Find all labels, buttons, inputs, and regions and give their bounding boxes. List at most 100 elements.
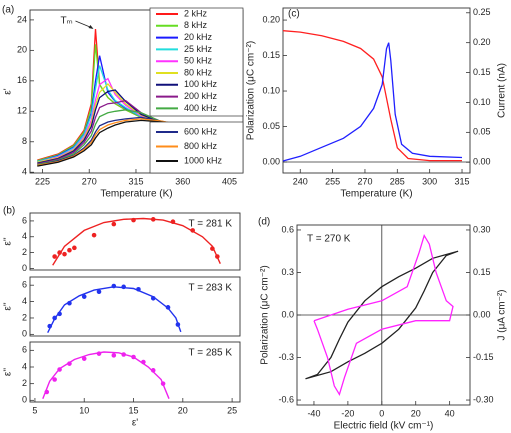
annotation: T = 270 K xyxy=(307,234,351,245)
y-tick-label: 4 xyxy=(22,167,27,177)
series-line xyxy=(305,250,459,380)
data-point xyxy=(47,323,53,329)
y-axis-label: ε'' xyxy=(3,368,14,376)
panel-label: (c) xyxy=(288,9,300,20)
series-line xyxy=(313,234,454,396)
x-tick-label: 270 xyxy=(82,176,97,186)
y-tick-label: 4 xyxy=(22,296,27,306)
x-axis-label: ε' xyxy=(132,418,138,429)
x-tick-label: 300 xyxy=(422,176,437,186)
x-tick-label: -20 xyxy=(341,408,354,418)
y2-tick-label: 0.05 xyxy=(473,127,491,137)
y-axis-label: Polarization (μC cm⁻²) xyxy=(260,265,271,364)
y-tick-label: 0.15 xyxy=(262,50,280,60)
x-tick-label: -40 xyxy=(307,408,320,418)
x-tick-label: 225 xyxy=(35,176,50,186)
series-line xyxy=(282,42,463,162)
x-tick-label: 25 xyxy=(227,405,237,415)
y-tick-label: 2 xyxy=(22,312,27,322)
data-point xyxy=(96,289,102,295)
fit-line xyxy=(52,217,221,266)
y-tick-label: 0.05 xyxy=(262,121,280,131)
y-tick-label: 0.3 xyxy=(281,267,294,277)
x-tick-label: 315 xyxy=(128,176,143,186)
y-tick-label: 0.20 xyxy=(262,14,280,24)
y-tick-label: 2 xyxy=(22,378,27,388)
x-tick-label: 20 xyxy=(411,408,421,418)
x-tick-label: 20 xyxy=(178,405,188,415)
y-tick-label: 0.0 xyxy=(281,309,294,319)
x-tick-label: 270 xyxy=(357,176,372,186)
plot-frame xyxy=(29,276,241,337)
data-point xyxy=(72,245,77,251)
legend-label: 800 kHz xyxy=(184,141,218,151)
data-point xyxy=(190,228,195,233)
data-point xyxy=(121,284,126,290)
y2-tick-label: -0.15 xyxy=(473,352,494,362)
annotation: T = 285 K xyxy=(189,348,233,359)
data-point xyxy=(175,322,181,327)
data-point xyxy=(150,296,156,301)
y2-tick-label: 0.25 xyxy=(473,7,491,17)
data-point xyxy=(111,221,117,227)
data-point xyxy=(160,381,166,386)
y-tick-label: 4 xyxy=(22,361,27,371)
x-tick-label: 10 xyxy=(79,405,89,415)
y2-tick-label: 0.15 xyxy=(473,67,491,77)
y-tick-label: 2 xyxy=(22,247,27,257)
legend-label: 600 kHz xyxy=(184,126,218,136)
y2-axis-label: J (μA cm⁻²) xyxy=(497,289,508,340)
legend-label: 400 kHz xyxy=(184,103,218,113)
y-tick-label: 0 xyxy=(22,395,27,405)
data-point xyxy=(165,305,171,310)
data-point xyxy=(81,294,87,299)
arrow-head xyxy=(88,25,94,30)
legend-label: 50 kHz xyxy=(184,56,213,66)
y2-tick-label: 0.00 xyxy=(473,157,491,167)
x-tick-label: 360 xyxy=(175,176,190,186)
series-line xyxy=(37,118,230,167)
data-point xyxy=(57,250,62,255)
panel-label: (d) xyxy=(258,217,270,228)
y-tick-label: -0.6 xyxy=(278,394,294,404)
legend-label: 80 kHz xyxy=(184,67,213,77)
y-tick-label: 0 xyxy=(22,263,27,273)
x-tick-label: 5 xyxy=(32,405,37,415)
x-axis-label: Temperature (K) xyxy=(100,189,172,200)
y-axis-label: ε'' xyxy=(3,302,14,310)
y2-tick-label: 0.30 xyxy=(473,224,491,234)
y-tick-label: 6 xyxy=(22,345,27,355)
y-tick-label: 6 xyxy=(22,215,27,225)
annotation: Tₘ xyxy=(60,16,72,27)
annotation: T = 283 K xyxy=(189,283,233,294)
data-point xyxy=(52,377,57,382)
y-axis-label: Polarization (μC cm⁻²) xyxy=(246,41,257,140)
x-tick-label: 285 xyxy=(390,176,405,186)
data-point xyxy=(44,389,50,395)
data-point xyxy=(136,286,141,292)
y2-axis-label: Current (nA) xyxy=(497,63,508,118)
data-point xyxy=(81,356,87,361)
y2-tick-label: 0.20 xyxy=(473,37,491,47)
y-tick-label: 16 xyxy=(17,75,27,85)
data-point xyxy=(57,367,62,372)
data-point xyxy=(170,219,176,225)
data-point xyxy=(131,217,136,223)
y-tick-label: 20 xyxy=(17,45,27,55)
legend-label: 200 kHz xyxy=(184,91,218,101)
data-point xyxy=(62,251,67,257)
data-point xyxy=(67,247,72,253)
series-line xyxy=(282,30,462,162)
x-tick-label: 255 xyxy=(325,176,340,186)
data-point xyxy=(150,217,156,222)
x-tick-label: 405 xyxy=(222,176,237,186)
x-tick-label: 15 xyxy=(129,405,139,415)
data-point xyxy=(91,232,97,238)
y-tick-label: 0.10 xyxy=(262,85,280,95)
y-tick-label: 24 xyxy=(17,14,27,24)
y-tick-label: 8 xyxy=(22,136,27,146)
annotation: T = 281 K xyxy=(189,219,233,230)
data-point xyxy=(52,315,57,321)
data-point xyxy=(150,368,156,373)
